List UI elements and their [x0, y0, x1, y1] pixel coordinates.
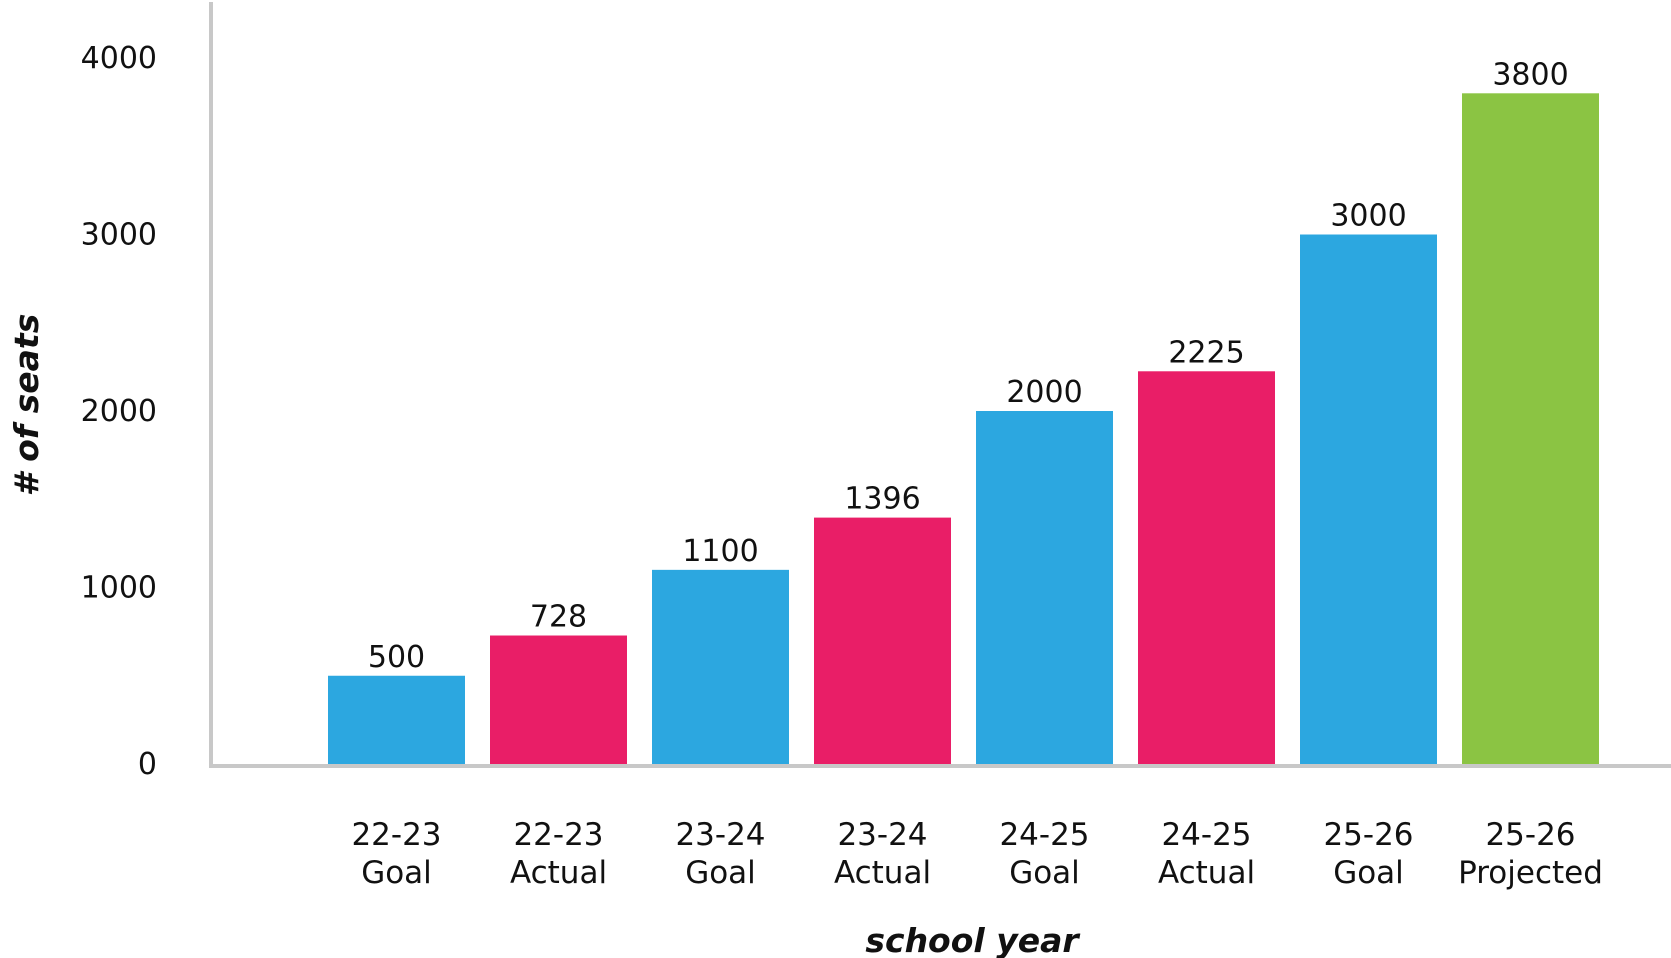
bar	[1138, 371, 1275, 764]
x-category-label: Goal	[1009, 855, 1080, 891]
bar-value-label: 3800	[1492, 57, 1568, 92]
x-category-label: Actual	[510, 855, 607, 891]
x-category-label: Goal	[361, 855, 432, 891]
x-category-label: Actual	[834, 855, 931, 891]
bar-value-label: 2225	[1168, 335, 1244, 370]
bar-value-label: 500	[368, 640, 425, 675]
y-axis-title: # of seats	[7, 314, 46, 497]
bars-group	[328, 93, 1599, 765]
y-tick-label: 1000	[81, 571, 157, 606]
bar-value-label: 2000	[1006, 375, 1082, 410]
x-category-label: 24-25	[1161, 817, 1251, 853]
x-category-label: 25-26	[1323, 817, 1413, 853]
x-category-label: 24-25	[999, 817, 1089, 853]
x-category-label: Actual	[1158, 855, 1255, 891]
value-labels-group: 500 728 1100 1396 2000 2225 3000 3800	[368, 57, 1569, 674]
bar-value-label: 728	[530, 600, 587, 635]
bar	[976, 411, 1113, 764]
x-category-label: Projected	[1458, 855, 1603, 891]
x-category-label: 22-23	[351, 817, 441, 853]
x-category-label: 23-24	[675, 817, 765, 853]
x-category-label: 23-24	[837, 817, 927, 853]
y-tick-label: 0	[138, 747, 157, 782]
x-category-label: Goal	[685, 855, 756, 891]
y-tick-label: 3000	[81, 218, 157, 253]
y-tick-label: 2000	[81, 394, 157, 429]
bar	[1462, 93, 1599, 765]
bar	[652, 569, 789, 764]
x-category-label: 25-26	[1485, 817, 1575, 853]
x-category-labels-group: 22-23Goal22-23Actual23-24Goal23-24Actual…	[351, 817, 1602, 891]
y-tick-labels-group: 0 1000 2000 3000 4000	[81, 41, 157, 782]
bar	[1300, 234, 1437, 764]
bar	[490, 635, 627, 764]
x-axis-title: school year	[865, 921, 1080, 958]
bar	[814, 517, 951, 764]
bar-value-label: 1396	[844, 482, 920, 517]
x-category-label: Goal	[1333, 855, 1404, 891]
bar-value-label: 3000	[1330, 199, 1406, 234]
bar	[328, 675, 465, 764]
bar-value-label: 1100	[682, 534, 758, 569]
x-category-label: 22-23	[513, 817, 603, 853]
y-tick-label: 4000	[81, 41, 157, 76]
